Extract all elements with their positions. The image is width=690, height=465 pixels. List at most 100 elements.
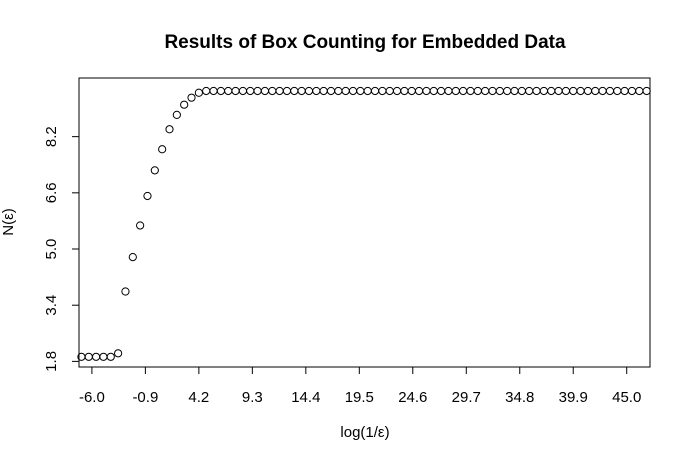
data-point bbox=[444, 86, 453, 96]
data-point bbox=[473, 86, 482, 96]
data-point bbox=[275, 86, 284, 96]
chart-title: Results of Box Counting for Embedded Dat… bbox=[164, 32, 566, 53]
data-point bbox=[128, 252, 137, 262]
x-tick-label: 24.6 bbox=[398, 389, 427, 406]
data-point bbox=[348, 86, 358, 96]
data-point bbox=[481, 86, 490, 96]
data-point bbox=[598, 86, 607, 96]
data-point bbox=[246, 86, 255, 96]
data-point bbox=[312, 86, 321, 96]
data-point bbox=[583, 86, 593, 96]
data-point bbox=[466, 86, 475, 96]
data-point bbox=[561, 86, 570, 96]
data-point bbox=[253, 86, 262, 96]
data-point bbox=[194, 88, 203, 97]
y-tick-label: 5.0 bbox=[43, 239, 60, 260]
data-point bbox=[525, 86, 534, 96]
data-point bbox=[209, 86, 218, 96]
data-point bbox=[165, 125, 174, 134]
data-point bbox=[547, 86, 556, 96]
data-point bbox=[216, 86, 225, 96]
data-point bbox=[429, 86, 438, 96]
data-point bbox=[510, 86, 519, 96]
x-tick-label: 19.5 bbox=[345, 389, 374, 406]
data-point bbox=[290, 86, 299, 96]
data-point bbox=[121, 287, 130, 296]
x-tick-label: -0.9 bbox=[132, 389, 158, 406]
data-point bbox=[180, 100, 189, 109]
data-point bbox=[437, 86, 446, 96]
data-point bbox=[158, 145, 167, 154]
data-point bbox=[114, 349, 123, 358]
data-point bbox=[503, 86, 512, 96]
data-point bbox=[326, 86, 336, 96]
x-axis-label: log(1/ε) bbox=[340, 424, 389, 441]
data-point bbox=[576, 86, 585, 96]
data-point bbox=[532, 86, 541, 96]
x-axis: -6.0 -0.9 4.2 9.3 14.4 19.5 24.6 29.7 34.8 39.9 45… bbox=[79, 366, 641, 406]
data-point bbox=[172, 110, 181, 119]
x-tick-label: 29.7 bbox=[452, 389, 481, 406]
data-point bbox=[554, 86, 563, 96]
data-point bbox=[282, 86, 292, 96]
data-point bbox=[260, 86, 270, 96]
data-point bbox=[363, 86, 372, 96]
data-point bbox=[106, 352, 115, 361]
x-tick-label: 45.0 bbox=[612, 389, 641, 406]
data-point bbox=[620, 86, 629, 96]
data-point bbox=[635, 86, 644, 96]
y-tick-label: 6.6 bbox=[43, 182, 60, 203]
data-point bbox=[356, 86, 365, 96]
data-point bbox=[297, 86, 306, 96]
data-point bbox=[304, 86, 314, 96]
data-point bbox=[224, 86, 233, 96]
data-point bbox=[613, 86, 622, 96]
data-point bbox=[414, 86, 424, 96]
x-tick-label: -6.0 bbox=[79, 389, 105, 406]
data-point bbox=[319, 86, 328, 96]
data-point bbox=[378, 86, 387, 96]
data-point bbox=[238, 86, 248, 96]
data-point bbox=[569, 86, 578, 96]
x-tick-label: 14.4 bbox=[291, 389, 320, 406]
data-point bbox=[370, 86, 380, 96]
y-tick-label: 1.8 bbox=[43, 351, 60, 372]
x-tick-label: 4.2 bbox=[188, 389, 209, 406]
data-point bbox=[268, 86, 277, 96]
plot-frame bbox=[78, 77, 651, 368]
data-point bbox=[422, 86, 431, 96]
x-tick-label: 9.3 bbox=[242, 389, 263, 406]
data-point bbox=[451, 86, 460, 96]
data-point bbox=[385, 86, 394, 96]
data-point bbox=[407, 86, 416, 96]
data-point bbox=[495, 86, 504, 96]
data-point bbox=[136, 221, 145, 230]
data-point bbox=[187, 93, 196, 102]
data-point bbox=[341, 86, 350, 96]
data-point bbox=[150, 166, 159, 175]
data-point bbox=[517, 86, 526, 96]
data-point bbox=[99, 352, 108, 361]
data-point bbox=[591, 86, 600, 96]
data-point bbox=[91, 352, 101, 361]
data-point bbox=[627, 86, 637, 96]
y-axis-label: N(ε) bbox=[0, 208, 17, 236]
data-point bbox=[488, 86, 497, 96]
data-points bbox=[77, 86, 651, 361]
data-point bbox=[143, 191, 152, 201]
data-point bbox=[605, 86, 615, 96]
x-tick-label: 34.8 bbox=[505, 389, 534, 406]
y-axis: 1.8 3.4 5.0 6.6 8.2 bbox=[43, 126, 80, 372]
data-point bbox=[642, 86, 651, 96]
y-tick-label: 3.4 bbox=[43, 295, 60, 316]
data-point bbox=[539, 86, 548, 96]
data-point bbox=[459, 86, 468, 96]
data-point bbox=[392, 86, 402, 96]
data-point bbox=[400, 86, 409, 96]
data-point bbox=[84, 352, 93, 361]
data-point bbox=[334, 86, 343, 96]
x-tick-label: 39.9 bbox=[559, 389, 588, 406]
data-point bbox=[231, 86, 240, 96]
y-tick-label: 8.2 bbox=[43, 126, 60, 147]
